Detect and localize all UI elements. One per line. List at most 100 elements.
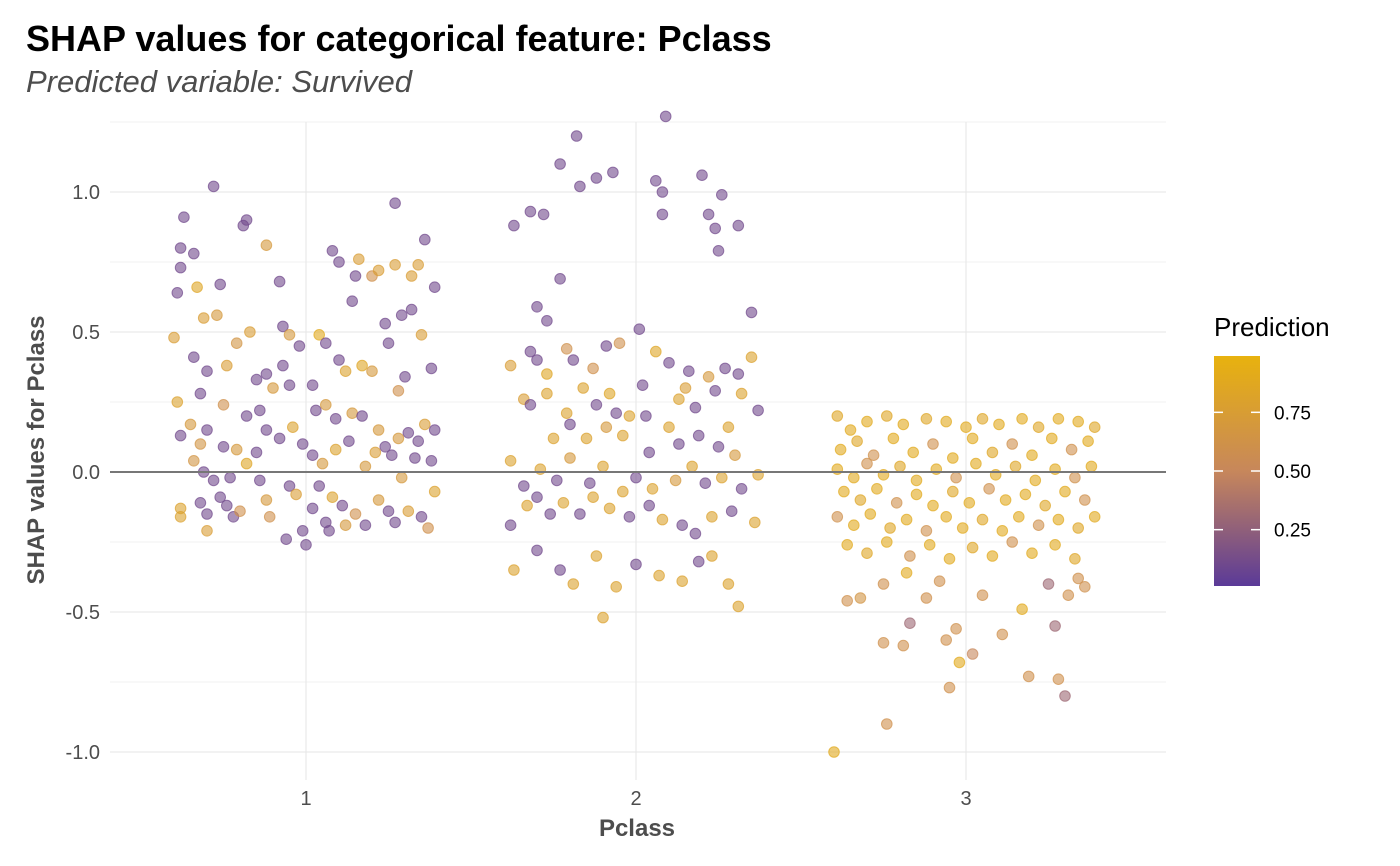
data-point: [409, 452, 421, 464]
data-point: [320, 399, 332, 411]
data-point: [910, 488, 923, 501]
data-point: [214, 491, 226, 504]
data-point: [933, 575, 946, 588]
data-point: [702, 371, 715, 383]
data-point: [900, 567, 913, 579]
data-point: [379, 317, 392, 330]
data-point: [359, 519, 372, 532]
data-point: [425, 362, 438, 375]
data-point: [221, 499, 233, 512]
data-point: [623, 410, 636, 422]
legend-tick-label: 0.25: [1274, 521, 1311, 542]
data-point: [171, 396, 184, 408]
data-point: [260, 239, 273, 251]
data-point: [1069, 553, 1081, 565]
data-point: [600, 421, 613, 434]
data-point: [346, 295, 359, 308]
data-point: [287, 421, 299, 434]
data-point: [293, 340, 306, 352]
chart-title: SHAP values for categorical feature: Pcl…: [26, 18, 772, 59]
data-point: [194, 387, 207, 400]
data-point: [574, 508, 586, 520]
data-point: [927, 438, 939, 450]
data-point: [848, 519, 860, 532]
y-tick-label: -0.5: [66, 602, 100, 624]
data-point: [382, 505, 395, 518]
data-point: [329, 413, 342, 425]
data-point: [554, 273, 566, 285]
y-axis-title: SHAP values for Pclass: [23, 315, 50, 584]
data-point: [1059, 485, 1071, 498]
data-point: [250, 446, 263, 459]
data-point: [300, 539, 312, 551]
data-point: [366, 365, 378, 378]
legend-title: Prediction: [1214, 312, 1330, 342]
data-point: [838, 485, 850, 498]
data-point: [168, 331, 180, 344]
data-point: [386, 449, 398, 462]
y-axis-ticks: -1.0 -0.5 0.0 0.5 1.0: [66, 182, 100, 764]
data-point: [369, 446, 382, 459]
x-tick-label: 3: [960, 788, 971, 810]
data-point: [201, 424, 213, 436]
data-point: [405, 303, 418, 316]
data-point: [630, 558, 642, 571]
data-point: [597, 611, 609, 624]
data-point: [214, 278, 226, 291]
data-point: [1039, 499, 1051, 512]
data-point: [881, 410, 893, 422]
data-point: [201, 365, 213, 378]
data-point: [1065, 443, 1078, 456]
data-point: [551, 474, 563, 487]
data-point: [541, 387, 553, 400]
data-point: [947, 485, 959, 498]
data-point: [996, 628, 1009, 641]
data-point: [1016, 603, 1028, 616]
data-point: [725, 505, 738, 518]
data-point: [244, 326, 256, 338]
data-point: [1046, 432, 1058, 445]
data-point: [610, 581, 623, 593]
data-point: [405, 270, 418, 282]
data-point: [943, 681, 956, 694]
data-point: [577, 382, 590, 394]
legend-tick-label: 0.75: [1274, 403, 1311, 424]
data-point: [230, 337, 243, 350]
data-point: [890, 497, 903, 509]
data-point: [382, 337, 395, 350]
data-point: [940, 634, 953, 646]
data-point: [313, 329, 326, 341]
data-point: [904, 617, 916, 630]
data-point: [702, 208, 715, 221]
data-point: [184, 418, 197, 431]
data-point: [260, 368, 273, 380]
data-point: [996, 525, 1009, 537]
data-point: [877, 578, 890, 590]
data-point: [696, 169, 708, 181]
data-point: [1079, 581, 1091, 593]
x-tick-label: 2: [630, 788, 641, 810]
data-point: [1052, 673, 1065, 686]
data-point: [603, 502, 616, 515]
data-point: [412, 435, 425, 448]
data-point: [709, 222, 722, 235]
data-point: [524, 345, 537, 358]
data-point: [676, 519, 689, 532]
data-point: [359, 460, 372, 473]
data-point: [290, 488, 302, 501]
data-point: [709, 385, 722, 397]
data-point: [253, 474, 266, 487]
data-point: [323, 525, 335, 537]
data-point: [966, 541, 979, 554]
data-point: [745, 351, 758, 364]
data-point: [686, 460, 698, 473]
y-tick-label: 0.5: [72, 322, 100, 344]
data-point: [356, 359, 368, 372]
data-point: [699, 477, 712, 490]
data-point: [831, 410, 844, 422]
data-point: [531, 301, 543, 313]
data-point: [613, 337, 626, 350]
data-point: [207, 474, 220, 487]
data-point: [587, 491, 599, 504]
